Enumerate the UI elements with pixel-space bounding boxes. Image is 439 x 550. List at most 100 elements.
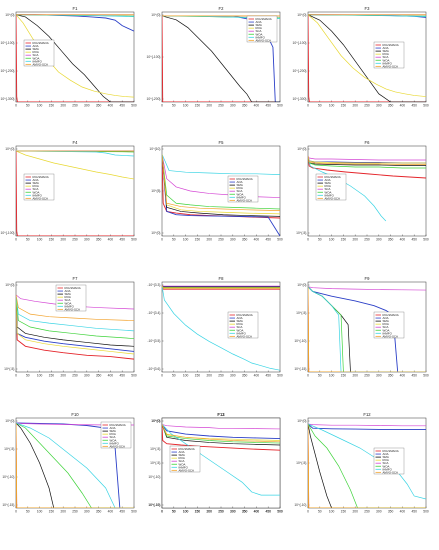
chart-panel-f12: F12 0 50 100 150 200 250 300 350 400 450 500 10^{0} 1… [294,412,429,514]
x-tick-label: 350 [388,104,394,108]
series-line-sma [162,424,280,446]
x-tick-label: 200 [352,374,358,378]
x-tick-label: 400 [400,104,406,108]
series-line-ihmfo [16,422,134,508]
legend-entry: ROA [33,50,39,54]
y-tick-label: 10^{0} [5,147,15,151]
legend-entry: SCA [383,325,389,329]
x-tick-label: 0 [15,374,17,378]
x-tick-label: 150 [49,510,55,514]
x-tick-label: 350 [242,238,248,242]
x-tick-label: 50 [26,238,30,242]
legend-entry: AMVO-SCA [237,198,252,202]
y-tick-label: 10^{0} [297,419,307,423]
x-tick-label: 200 [206,510,212,514]
legend-entry: AMVO-SCA [256,38,271,42]
y-tick-label: 10^{-15} [294,367,307,371]
x-tick-label: 250 [364,374,370,378]
y-tick-label: 10^{-200} [0,69,15,73]
legend-entry: SCA [237,189,243,193]
legend-entry: SCA [110,435,116,439]
series-line-woa [308,155,426,169]
legend-entry: IHMFO [325,193,335,197]
series-line-woa [162,424,280,444]
series-line-aoa [16,422,134,508]
legend-entry: ROA [383,52,389,56]
series-line-sma [16,422,134,508]
x-tick-label: 150 [341,510,347,514]
legend-entry: WOA [237,192,244,196]
x-tick-label: 400 [400,374,406,378]
series-line-rclsmaoa [162,424,280,451]
chart-panel-f4: F4 0 50 100 150 200 250 300 350 400 450 500 10^{0} 10… [0,140,136,242]
x-tick-label: 200 [206,374,212,378]
legend-entry: AMVO-SCA [33,196,48,200]
x-tick-label: 500 [277,104,283,108]
legend-entry: AOA [383,452,389,456]
series-lines [16,294,134,360]
y-tick-label: 10^{0} [151,13,161,17]
legend-entry: AMVO-SCA [65,307,80,311]
x-tick-label: 150 [195,510,201,514]
series-lines [308,14,426,102]
y-tick-label: 10^{-10} [294,339,307,343]
legend-entry: RCLSMAOA [383,313,399,317]
x-tick-label: 200 [352,104,358,108]
x-tick-label: 50 [26,104,30,108]
plot-area [161,145,281,237]
x-tick-label: 300 [376,510,382,514]
x-tick-label: 400 [400,238,406,242]
chart-panel-f8: F8 0 50 100 150 200 250 300 350 400 450 500 -10^{3.3… [147,276,283,378]
series-line-amvo-sca [16,294,134,321]
legend-entry: AMVO-SCA [33,62,48,66]
y-tick-label: 10^{-100} [0,41,15,45]
legend-box [315,173,347,201]
series-line-amvo-sca [308,423,426,508]
legend-entry: SCA [237,325,243,329]
x-tick-label: 400 [254,104,260,108]
x-tick-label: 200 [206,238,212,242]
x-tick-label: 50 [172,510,176,514]
x-tick-label: 50 [318,104,322,108]
legend-entry: ROA [33,184,39,188]
series-line-ihmfo [308,155,387,222]
x-tick-label: 450 [265,238,271,242]
chart-panel-f3: F3 0 50 100 150 200 250 300 350 400 450 500 10^{0} 10… [292,6,428,108]
x-tick-label: 150 [49,104,55,108]
x-tick-label: 400 [254,374,260,378]
x-tick-label: 150 [49,374,55,378]
x-tick-label: 200 [60,104,66,108]
x-tick-label: 0 [307,104,309,108]
x-tick-label: 450 [411,104,417,108]
series-line-roa [16,294,134,355]
x-tick-label: 100 [329,510,335,514]
x-tick-label: 100 [37,374,43,378]
series-lines [308,286,426,372]
x-tick-label: 500 [131,510,137,514]
x-tick-label: 450 [411,374,417,378]
chart-panel-f7: F7 0 50 100 150 200 250 300 350 400 450 500 10^{0} 10… [4,276,137,378]
legend-entry: AOA [383,316,389,320]
x-tick-label: 100 [329,238,335,242]
series-line-sca [308,155,426,161]
y-tick-label: 10^{-5} [150,461,161,465]
x-tick-label: 350 [242,510,248,514]
series-line-sca [308,286,426,291]
y-tick-label: -10^{3.5} [147,339,161,343]
legend-entry: AMVO-SCA [179,468,194,472]
x-tick-label: 150 [195,238,201,242]
chart-panel-f9: F9 0 50 100 150 200 250 300 350 400 450 500 10^{0} 10… [294,276,429,378]
x-tick-label: 450 [119,104,125,108]
x-tick-label: 100 [183,238,189,242]
legend-entry: ROA [110,432,116,436]
chart-title: F9 [365,276,371,281]
y-tick-label: 10^{0} [5,283,15,287]
y-tick-label: 10^{-10} [148,503,161,507]
x-tick-label: 300 [84,238,90,242]
legend-entry: RCLSMAOA [65,286,81,290]
x-tick-label: 350 [242,104,248,108]
x-tick-label: 150 [49,238,55,242]
